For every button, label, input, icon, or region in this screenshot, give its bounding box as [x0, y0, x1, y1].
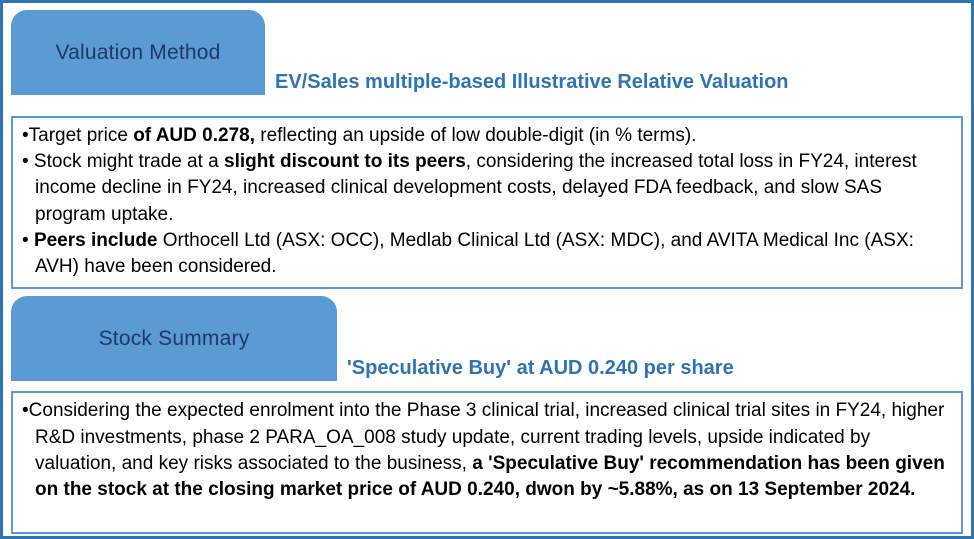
stock-summary-heading: 'Speculative Buy' at AUD 0.240 per share — [347, 357, 734, 380]
stock-summary-header: Stock Summary 'Speculative Buy' at AUD 0… — [11, 296, 963, 382]
bullet-item: • Peers include Orthocell Ltd (ASX: OCC)… — [22, 229, 914, 278]
stock-summary-tab-label: Stock Summary — [98, 326, 250, 350]
valuation-method-tab-label: Valuation Method — [55, 40, 221, 64]
valuation-method-box: •Target price of AUD 0.278, reflecting a… — [11, 116, 963, 290]
bullet-item: • Stock might trade at a slight discount… — [22, 151, 917, 225]
valuation-method-header: Valuation Method EV/Sales multiple-based… — [11, 10, 963, 95]
bullet-item: •Considering the expected enrolment into… — [22, 400, 945, 500]
stock-summary-section: Stock Summary 'Speculative Buy' at AUD 0… — [11, 296, 963, 535]
stock-summary-tab: Stock Summary — [11, 296, 337, 382]
valuation-method-heading: EV/Sales multiple-based Illustrative Rel… — [275, 71, 789, 93]
bullet-item: •Target price of AUD 0.278, reflecting a… — [22, 125, 697, 146]
valuation-method-tab: Valuation Method — [11, 10, 265, 95]
stock-summary-box: •Considering the expected enrolment into… — [11, 391, 963, 535]
valuation-method-section: Valuation Method EV/Sales multiple-based… — [11, 10, 963, 290]
